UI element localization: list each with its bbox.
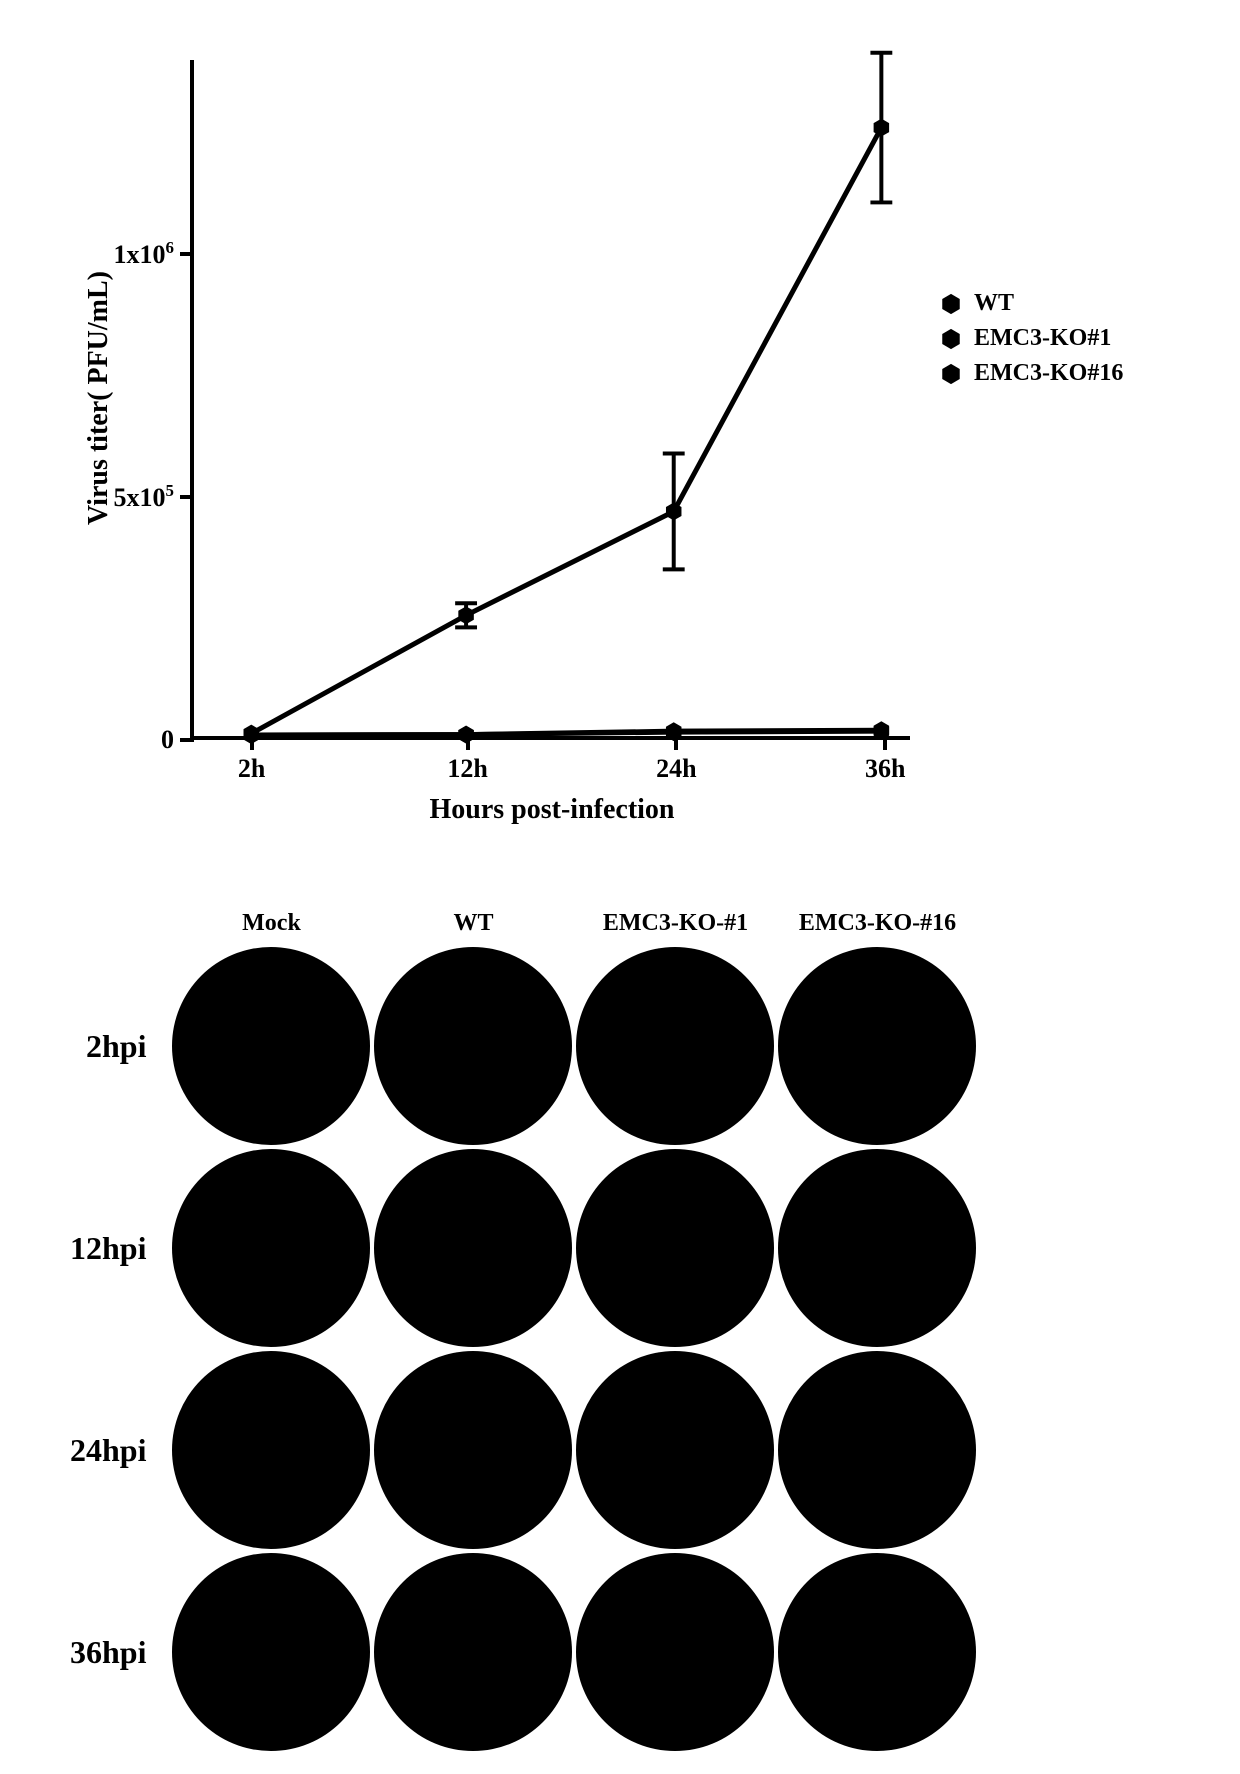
grid-column-header: WT [372, 910, 574, 945]
fluorescence-well-image [374, 1553, 572, 1751]
fluorescence-well-image [374, 1149, 572, 1347]
legend-marker-icon [940, 293, 962, 315]
grid-cell [574, 1551, 776, 1753]
grid-row: 2hpi [70, 945, 978, 1147]
fluorescence-image-grid: MockWTEMC3-KO-#1EMC3-KO-#16 2hpi12hpi24h… [70, 910, 1170, 1753]
grid-cell [372, 1147, 574, 1349]
image-grid-table: MockWTEMC3-KO-#1EMC3-KO-#16 2hpi12hpi24h… [70, 910, 978, 1753]
x-tick-label: 2h [238, 736, 265, 784]
legend-item: EMC3-KO#1 [940, 325, 1123, 352]
legend-marker-icon [940, 363, 962, 385]
grid-row: 12hpi [70, 1147, 978, 1349]
grid-cell [574, 945, 776, 1147]
y-tick-label: 5x105 [114, 481, 194, 513]
grid-column-header: EMC3-KO-#16 [776, 910, 978, 945]
fluorescence-well-image [172, 1553, 370, 1751]
x-axis-title: Hours post-infection [430, 794, 675, 826]
legend-marker-icon [940, 328, 962, 350]
chart-plot-area: Virus titer( PFU/mL) Hours post-infectio… [190, 60, 910, 740]
fluorescence-well-image [576, 1149, 774, 1347]
legend-label: WT [974, 290, 1014, 317]
series-line [251, 731, 881, 735]
grid-column-header: Mock [170, 910, 372, 945]
grid-cell [170, 1551, 372, 1753]
grid-row-header: 2hpi [70, 945, 170, 1147]
grid-column-header: EMC3-KO-#1 [574, 910, 776, 945]
grid-cell [372, 1551, 574, 1753]
legend-item: WT [940, 290, 1123, 317]
grid-cell [170, 945, 372, 1147]
series-marker [458, 606, 473, 624]
grid-row: 24hpi [70, 1349, 978, 1551]
grid-cell [574, 1147, 776, 1349]
grid-row-header: 36hpi [70, 1551, 170, 1753]
fluorescence-well-image [778, 947, 976, 1145]
grid-cell [776, 1551, 978, 1753]
virus-titer-chart: Virus titer( PFU/mL) Hours post-infectio… [70, 30, 1170, 850]
grid-row-header: 24hpi [70, 1349, 170, 1551]
chart-legend: WT EMC3-KO#1 EMC3-KO#16 [940, 290, 1123, 395]
x-tick-label: 36h [865, 736, 905, 784]
grid-cell [776, 945, 978, 1147]
x-tick-label: 12h [447, 736, 487, 784]
y-tick-label: 0 [161, 725, 194, 755]
x-tick-label: 24h [656, 736, 696, 784]
legend-label: EMC3-KO#1 [974, 325, 1111, 352]
fluorescence-well-image [778, 1553, 976, 1751]
grid-cell [776, 1349, 978, 1551]
grid-row: 36hpi [70, 1551, 978, 1753]
fluorescence-well-image [778, 1351, 976, 1549]
grid-cell [372, 1349, 574, 1551]
grid-cell [776, 1147, 978, 1349]
fluorescence-well-image [778, 1149, 976, 1347]
fluorescence-well-image [576, 1553, 774, 1751]
series-line [251, 128, 881, 734]
grid-cell [372, 945, 574, 1147]
fluorescence-well-image [576, 947, 774, 1145]
y-tick-label: 1x106 [114, 239, 194, 271]
grid-cell [170, 1349, 372, 1551]
legend-label: EMC3-KO#16 [974, 360, 1123, 387]
fluorescence-well-image [374, 947, 572, 1145]
fluorescence-well-image [576, 1351, 774, 1549]
y-axis-title: Virus titer( PFU/mL) [83, 271, 115, 525]
grid-cell [574, 1349, 776, 1551]
grid-cell [170, 1147, 372, 1349]
fluorescence-well-image [374, 1351, 572, 1549]
legend-item: EMC3-KO#16 [940, 360, 1123, 387]
chart-lines-svg [194, 60, 910, 736]
grid-row-header: 12hpi [70, 1147, 170, 1349]
grid-corner-blank [70, 910, 170, 945]
fluorescence-well-image [172, 1149, 370, 1347]
fluorescence-well-image [172, 947, 370, 1145]
fluorescence-well-image [172, 1351, 370, 1549]
